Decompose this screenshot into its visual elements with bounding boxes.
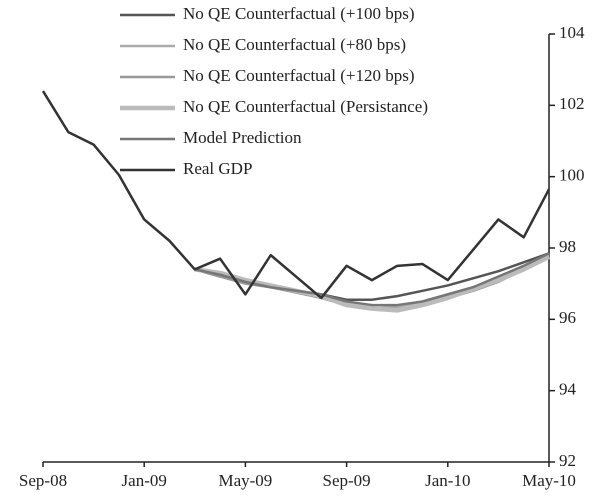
y-tick-label: 92 [559, 451, 576, 470]
x-tick-label: Jan-09 [122, 471, 167, 490]
legend-label: Model Prediction [183, 128, 302, 147]
y-tick-label: 100 [559, 166, 585, 185]
y-tick-label: 96 [559, 308, 576, 327]
x-tick-label: May-09 [218, 471, 272, 490]
x-tick-label: Jan-10 [425, 471, 470, 490]
legend-label: Real GDP [183, 159, 252, 178]
y-tick-label: 94 [559, 380, 577, 399]
y-tick-label: 102 [559, 94, 585, 113]
x-tick-label: Sep-09 [323, 471, 371, 490]
y-tick-label: 104 [559, 23, 585, 42]
legend-label: No QE Counterfactual (+80 bps) [183, 35, 406, 54]
series-line [41, 90, 551, 300]
legend-label: No QE Counterfactual (+120 bps) [183, 66, 414, 85]
series-line [194, 252, 550, 307]
y-tick-label: 98 [559, 237, 576, 256]
x-tick-label: May-10 [522, 471, 576, 490]
x-tick-label: Sep-08 [19, 471, 67, 490]
legend-label: No QE Counterfactual (+100 bps) [183, 4, 414, 23]
legend-label: No QE Counterfactual (Persistance) [183, 97, 428, 116]
